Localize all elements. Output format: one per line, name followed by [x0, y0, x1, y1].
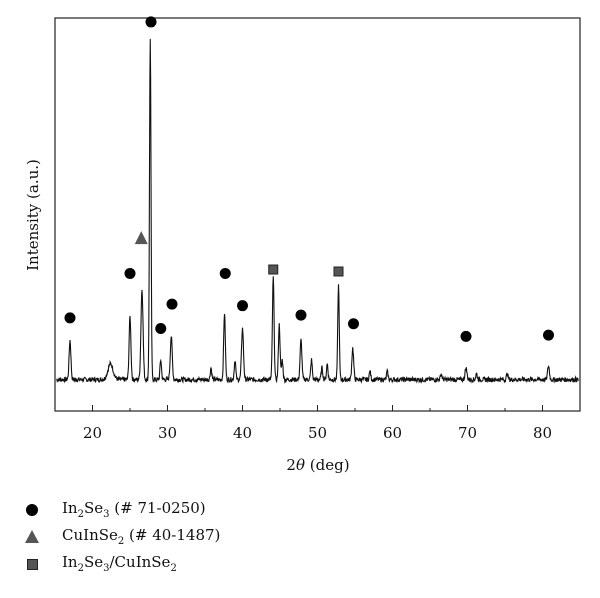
in2se3-marker	[145, 16, 157, 28]
in2se3-marker	[64, 312, 76, 324]
x-axis-title: 2θ (deg)	[286, 456, 349, 474]
in2se3-marker	[543, 329, 554, 341]
legend-item-cuinse2: CuInSe2 (# 40-1487)	[22, 523, 220, 550]
square-marker-icon	[22, 555, 62, 573]
xrd-pattern-line	[56, 38, 579, 385]
mixed-phase-marker	[333, 266, 344, 277]
legend-label-in2se3: In2Se3 (# 71-0250)	[62, 499, 206, 520]
legend: In2Se3 (# 71-0250) CuInSe2 (# 40-1487) I…	[22, 496, 220, 577]
x-tick-label: 70	[458, 424, 477, 442]
cuinse2-marker	[134, 231, 148, 245]
mixed-phase-marker	[268, 264, 279, 275]
triangle-marker-icon	[22, 528, 62, 546]
plot-frame	[54, 17, 581, 412]
y-axis-title: Intensity (a.u.)	[24, 159, 42, 271]
in2se3-marker	[295, 309, 307, 321]
x-tick-label: 30	[158, 424, 177, 442]
x-tick-label: 50	[308, 424, 327, 442]
in2se3-marker	[237, 300, 248, 312]
x-axis-title-unit: (deg)	[305, 456, 350, 474]
x-axis-title-prefix: 2	[286, 456, 296, 474]
x-tick-label: 80	[533, 424, 552, 442]
x-axis-ticks: 20 30 40 50 60 70 80	[54, 405, 581, 442]
in2se3-marker	[348, 318, 359, 330]
legend-label-cuinse2: CuInSe2 (# 40-1487)	[62, 526, 221, 547]
legend-item-mixed: In2Se3/CuInSe2	[22, 550, 220, 577]
circle-marker-icon	[22, 501, 62, 519]
in2se3-marker	[124, 267, 136, 279]
x-tick-label: 20	[83, 424, 102, 442]
in2se3-marker	[460, 330, 472, 342]
in2se3-marker	[155, 322, 167, 334]
legend-item-in2se3: In2Se3 (# 71-0250)	[22, 496, 220, 523]
legend-label-mixed: In2Se3/CuInSe2	[62, 553, 177, 574]
x-tick-label: 60	[383, 424, 402, 442]
x-tick-label: 40	[233, 424, 252, 442]
in2se3-marker	[166, 298, 178, 310]
phase-markers	[64, 16, 554, 342]
x-axis-title-theta: θ	[296, 456, 305, 474]
in2se3-marker	[219, 267, 231, 279]
